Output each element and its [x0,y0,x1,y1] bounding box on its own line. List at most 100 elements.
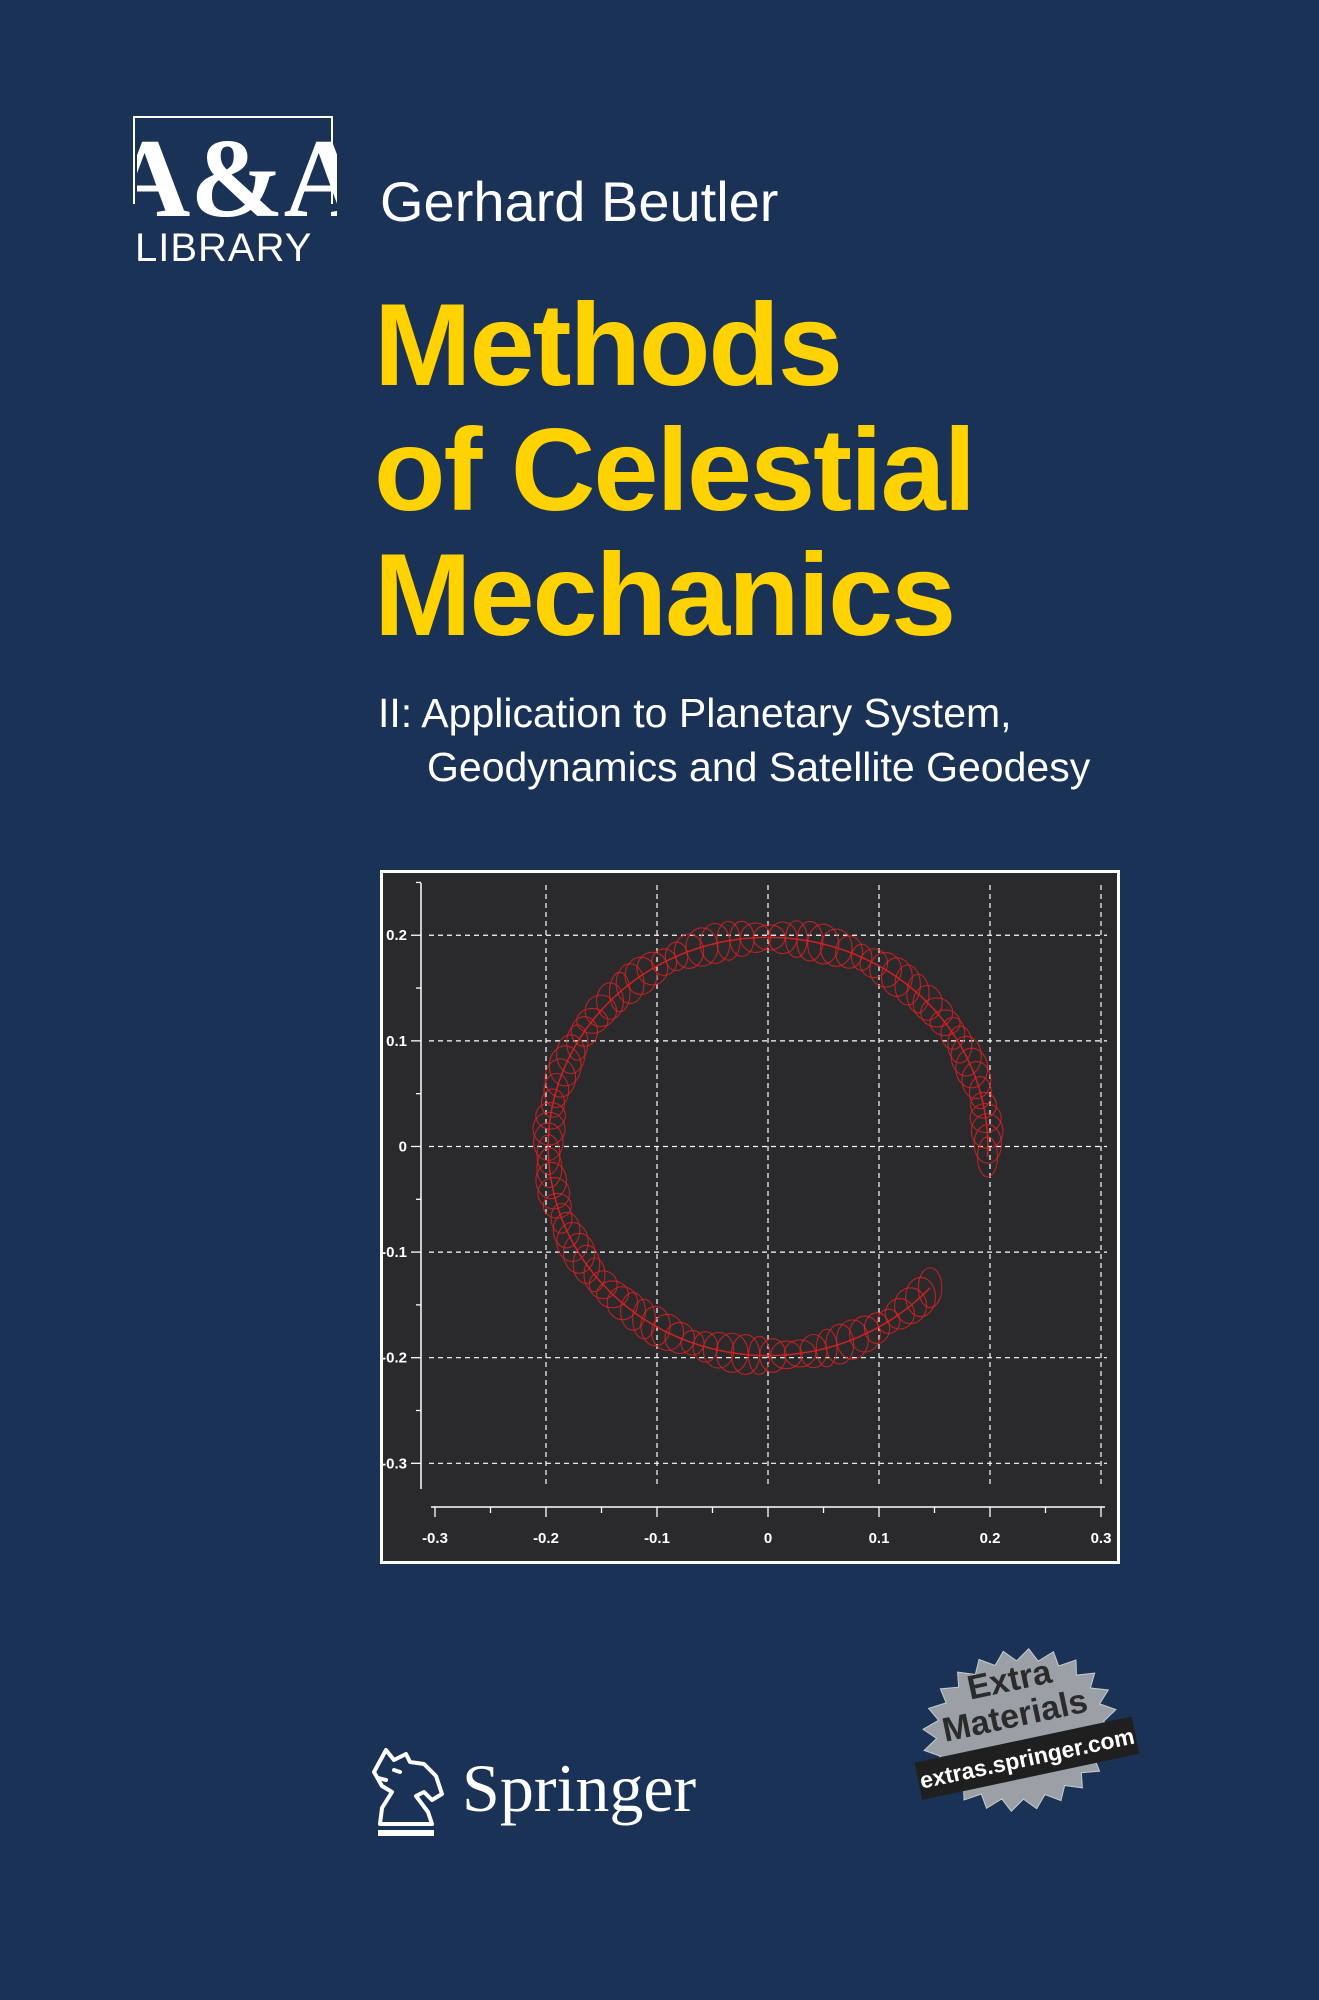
series-library-label: LIBRARY [135,226,313,270]
orbit-loop [535,1101,566,1130]
orbit-curve [532,920,1004,1376]
orbit-loop [767,921,798,955]
orbit-loop [848,1315,881,1353]
plot-grid [429,885,1107,1487]
orbit-loop [615,963,645,1005]
orbit-loop [850,943,873,971]
orbit-loop [699,922,731,965]
orbit-loop [863,1312,891,1344]
subtitle-line-1: II: Application to Planetary System, [378,690,1012,736]
y-tick-labels: 0.2 0.1 0 -0.1 -0.2 -0.3 [383,927,407,1472]
publisher-name: Springer [462,1750,697,1826]
orbit-loop [572,1244,601,1284]
orbit-loop [770,1340,803,1370]
orbit-loop [859,948,889,979]
orbit-loop [548,1045,582,1087]
title-line-2: of Celestial [374,404,976,535]
orbit-loop [606,1286,639,1321]
badge-url-band [914,1716,1140,1800]
orbit-loop [869,952,902,988]
subtitle-line-2: Geodynamics and Satellite Geodesy [427,744,1091,790]
y-tick-label: -0.2 [383,1350,407,1367]
orbit-loop [893,1287,928,1325]
book-title: Methods of Celestial Mechanics [374,279,976,660]
orbit-loop [748,1335,771,1375]
orbit-loop [673,933,705,969]
x-tick-label: -0.1 [644,1530,670,1547]
orbit-loop [536,1134,561,1176]
x-tick-label: 0 [764,1530,772,1547]
orbit-loop [968,1076,992,1110]
x-tick-label: 0.2 [980,1530,1001,1547]
orbit-loop [588,1270,618,1300]
x-tick-label: 0.3 [1091,1530,1112,1547]
orbit-loop [752,924,786,951]
x-tick-label: -0.3 [422,1530,448,1547]
orbit-loop [533,1122,564,1161]
orbit-loop [680,1330,705,1356]
orbit-loop [584,994,618,1028]
orbit-loop [562,1232,596,1274]
y-tick-label: 0.1 [386,1033,407,1050]
x-tick-label: 0.1 [869,1530,890,1547]
orbit-loop [544,1058,577,1098]
y-tick-label: -0.1 [383,1244,407,1261]
orbit-loop [556,1034,586,1075]
orbit-loop [550,1202,573,1234]
orbit-loop [876,1308,901,1334]
orbit-loop [636,951,669,986]
orbit-loop [576,1007,609,1034]
orbit-loop [543,1072,570,1108]
orbit-loop [973,1124,1003,1164]
orbit-loop [540,1088,566,1118]
orbit-loop [917,1267,943,1309]
x-tick-labels: -0.3 -0.2 -0.1 0 0.1 0.2 0.3 [422,1530,1111,1547]
x-tick-label: -0.2 [533,1530,559,1547]
series-logo-frame [133,116,333,204]
orbit-loop [566,1024,589,1061]
orbit-loop [608,971,631,1013]
orbit-loop [552,1211,581,1249]
series-logo-mark: A&A [137,117,337,228]
orbit-loop [825,1323,855,1365]
title-line-1: Methods [374,279,843,410]
y-tick-label: -0.3 [383,1455,407,1472]
orbit-loop [692,1331,719,1363]
orbit-loop [970,1113,1004,1149]
author-name: Gerhard Beutler [380,170,779,233]
orbit-loop [785,920,808,958]
title-line-3: Mechanics [374,529,956,660]
orbit-loop [894,964,921,1006]
orbit-figure: -0.3 -0.2 -0.1 0 0.1 0.2 0.3 0.2 0.1 0 -0.1 -0.2 -0… [380,870,1120,1564]
orbit-loop [650,1313,685,1352]
orbit-loop [815,1328,838,1368]
orbit-loop [969,1103,1002,1133]
book-subtitle: II: Application to Planetary System, Geo… [378,686,1090,794]
y-tick-label: 0.2 [386,927,407,944]
orbit-loop [532,1111,566,1146]
orbit-loop [759,1338,787,1373]
orbit-loop [702,1331,735,1369]
orbit-loop [929,1009,961,1036]
series-logo: A&A LIBRARY [133,108,338,273]
orbit-loop [535,1161,568,1200]
orbit-plot: -0.3 -0.2 -0.1 0 0.1 0.2 0.3 0.20.10-0.1-0.2-0… [383,881,1111,1547]
orbit-loop [819,928,853,967]
orbit-loop [715,1332,749,1373]
orbit-loop [807,923,840,965]
publisher-logo: Springer [366,1742,746,1842]
orbit-loop [664,941,689,972]
orbit-loop [970,1091,997,1119]
springer-knight-icon [372,1748,444,1836]
orbit-loop [664,1322,696,1354]
plot-axes [411,881,1105,1517]
series-logo-text: A&A [137,117,337,228]
orbit-loop [884,1298,915,1330]
orbit-loop [596,982,624,1020]
orbit-loop [685,927,719,967]
orbit-loop [583,1257,606,1293]
y-tick-label: 0 [399,1138,407,1155]
orbit-loop [940,1016,966,1050]
orbit-loop [783,1339,817,1368]
orbit-loop [556,1221,589,1263]
